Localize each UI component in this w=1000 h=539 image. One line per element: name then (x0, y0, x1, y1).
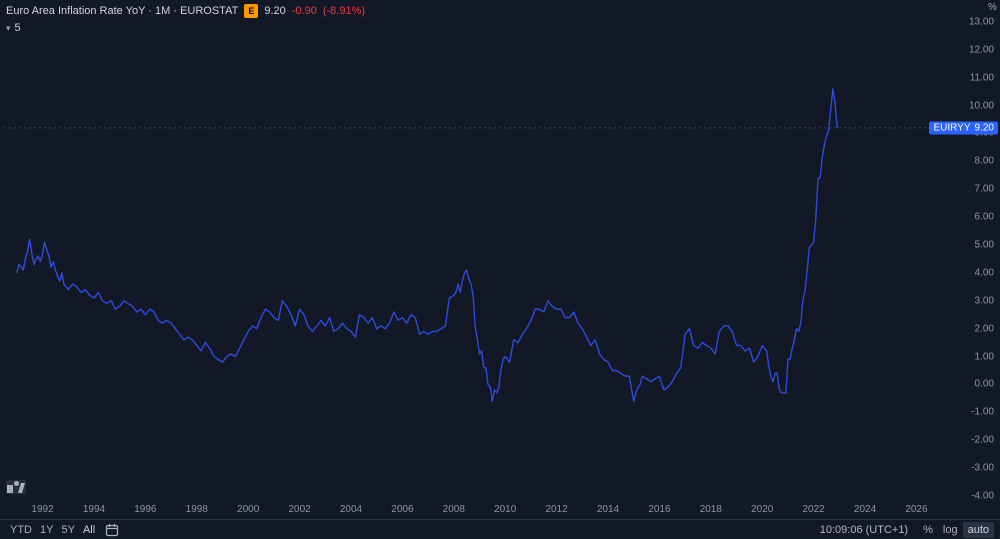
x-tick: 2016 (648, 504, 670, 515)
y-tick: 0.00 (949, 379, 1000, 390)
x-tick: 2014 (597, 504, 619, 515)
x-tick: 2008 (443, 504, 465, 515)
x-tick: 2006 (391, 504, 413, 515)
scale-button-log[interactable]: log (938, 522, 963, 538)
x-tick: 1994 (83, 504, 105, 515)
range-button-5y[interactable]: 5Y (57, 522, 78, 538)
calendar-icon[interactable] (105, 523, 119, 537)
x-tick: 1998 (186, 504, 208, 515)
y-tick: 10.00 (949, 100, 1000, 111)
price-chart[interactable] (4, 8, 955, 496)
footer-toolbar: YTD1Y5YAll 10:09:06 (UTC+1) %logauto (0, 519, 1000, 539)
range-button-ytd[interactable]: YTD (6, 522, 36, 538)
x-tick: 1996 (134, 504, 156, 515)
tradingview-logo-icon[interactable] (6, 480, 26, 494)
clock-label[interactable]: 10:09:06 (UTC+1) (820, 524, 908, 536)
y-tick: 8.00 (949, 156, 1000, 167)
y-tick: 12.00 (949, 44, 1000, 55)
range-button-1y[interactable]: 1Y (36, 522, 57, 538)
x-tick: 2004 (340, 504, 362, 515)
y-tick: 4.00 (949, 267, 1000, 278)
scale-button-pct[interactable]: % (918, 522, 938, 538)
x-tick: 2020 (751, 504, 773, 515)
scale-button-auto[interactable]: auto (963, 522, 994, 538)
y-tick: 5.00 (949, 240, 1000, 251)
y-tick: 2.00 (949, 323, 1000, 334)
x-axis[interactable]: 1992 1994 1996 1998 2000 2002 2004 2006 2008 2010… (0, 498, 1000, 518)
price-series (17, 89, 837, 401)
x-tick: 2018 (700, 504, 722, 515)
x-tick: 2022 (803, 504, 825, 515)
x-tick: 2024 (854, 504, 876, 515)
y-tick: -3.00 (949, 463, 1000, 474)
x-tick: 2010 (494, 504, 516, 515)
last-price-tag[interactable]: EUIRYY 9.20 (929, 121, 998, 134)
x-tick: 2026 (905, 504, 927, 515)
y-axis[interactable]: -4.00-3.00-2.00-1.000.001.002.003.004.00… (955, 8, 1000, 496)
y-tick: 11.00 (949, 72, 1000, 83)
y-tick: -2.00 (949, 435, 1000, 446)
price-tag-value: 9.20 (975, 122, 994, 133)
x-tick: 2012 (545, 504, 567, 515)
y-tick: 13.00 (949, 16, 1000, 27)
y-tick: 7.00 (949, 184, 1000, 195)
price-tag-symbol: EUIRYY (933, 122, 970, 133)
y-tick: -1.00 (949, 407, 1000, 418)
x-tick: 2000 (237, 504, 259, 515)
x-tick: 2002 (288, 504, 310, 515)
y-tick: 6.00 (949, 212, 1000, 223)
x-tick: 1992 (31, 504, 53, 515)
y-tick: 3.00 (949, 295, 1000, 306)
range-button-all[interactable]: All (79, 522, 99, 538)
y-tick: 1.00 (949, 351, 1000, 362)
